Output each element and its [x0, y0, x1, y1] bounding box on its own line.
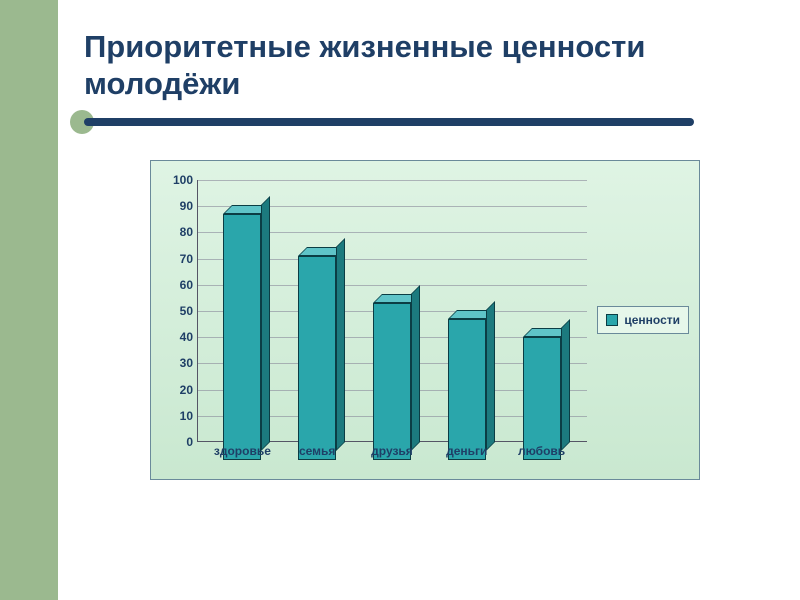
y-tick-label: 70	[153, 252, 193, 266]
bar3d	[523, 337, 561, 460]
legend-label: ценности	[624, 313, 680, 327]
values-bar-chart: здоровье семья друзья деньги любовь 0 10 20 30 4…	[150, 160, 700, 480]
bars-container	[197, 180, 587, 460]
bar-front	[448, 319, 486, 460]
legend-swatch	[606, 314, 618, 326]
bar-side-face	[261, 196, 270, 451]
chart-legend: ценности	[597, 306, 689, 334]
y-tick-label: 10	[153, 409, 193, 423]
x-tick-label: любовь	[512, 444, 572, 458]
bar-front	[223, 214, 261, 460]
bar3d	[223, 214, 261, 460]
bar-front	[373, 303, 411, 460]
y-tick-label: 100	[153, 173, 193, 187]
bar-front	[298, 256, 336, 460]
plot-area: здоровьесемьядрузьяденьгилюбовь 01020304…	[197, 180, 587, 460]
bar-side-face	[411, 285, 420, 451]
bar-side-face	[486, 301, 495, 451]
bar-деньги	[445, 319, 489, 460]
x-tick-label: здоровье	[212, 444, 272, 458]
title-underline	[84, 118, 694, 126]
x-axis-labels: здоровье семья друзья деньги любовь	[197, 444, 587, 458]
y-tick-label: 60	[153, 278, 193, 292]
x-tick-label: семья	[287, 444, 347, 458]
bar-side-face	[336, 238, 345, 451]
bar-side-face	[561, 319, 570, 451]
y-tick-label: 90	[153, 199, 193, 213]
bar3d	[373, 303, 411, 460]
bar-здоровье	[220, 214, 264, 460]
bar-любовь	[520, 337, 564, 460]
bar-front	[523, 337, 561, 460]
y-tick-label: 50	[153, 304, 193, 318]
bar3d	[448, 319, 486, 460]
x-tick-label: друзья	[362, 444, 422, 458]
y-tick-label: 20	[153, 383, 193, 397]
page-title: Приоритетные жизненные ценности молодёжи	[84, 28, 764, 102]
bar-семья	[295, 256, 339, 460]
bar3d	[298, 256, 336, 460]
x-tick-label: деньги	[437, 444, 497, 458]
left-accent-band	[0, 0, 58, 600]
y-tick-label: 80	[153, 225, 193, 239]
bar-друзья	[370, 303, 414, 460]
y-tick-label: 0	[153, 435, 193, 449]
y-tick-label: 40	[153, 330, 193, 344]
y-tick-label: 30	[153, 356, 193, 370]
